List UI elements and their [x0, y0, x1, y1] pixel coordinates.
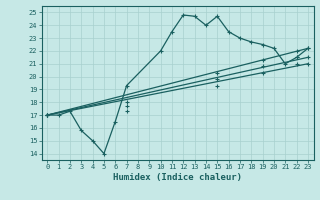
X-axis label: Humidex (Indice chaleur): Humidex (Indice chaleur): [113, 173, 242, 182]
